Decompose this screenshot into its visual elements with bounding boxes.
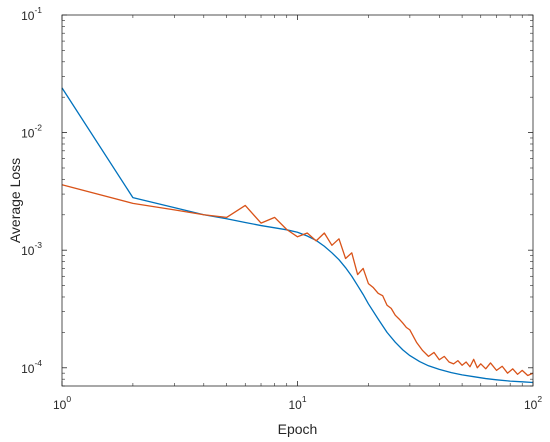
series-layer (61, 87, 534, 384)
y-tick-label: 10-1 (21, 5, 42, 23)
series-line-2 (61, 184, 534, 377)
y-tick-label: 10-3 (21, 240, 42, 258)
x-tick-label: 102 (524, 394, 542, 412)
series-line-1 (61, 87, 534, 384)
x-axis-label: Epoch (278, 421, 318, 437)
y-tick-label: 10-2 (21, 123, 42, 141)
y-tick-label: 10-4 (21, 358, 42, 376)
x-tick-label: 100 (53, 394, 71, 412)
y-axis-label: Average Loss (7, 158, 23, 243)
x-tick-label: 101 (288, 394, 306, 412)
tick-layer: 100 101 102 10-1 10-2 10-3 10-4 (21, 5, 542, 412)
